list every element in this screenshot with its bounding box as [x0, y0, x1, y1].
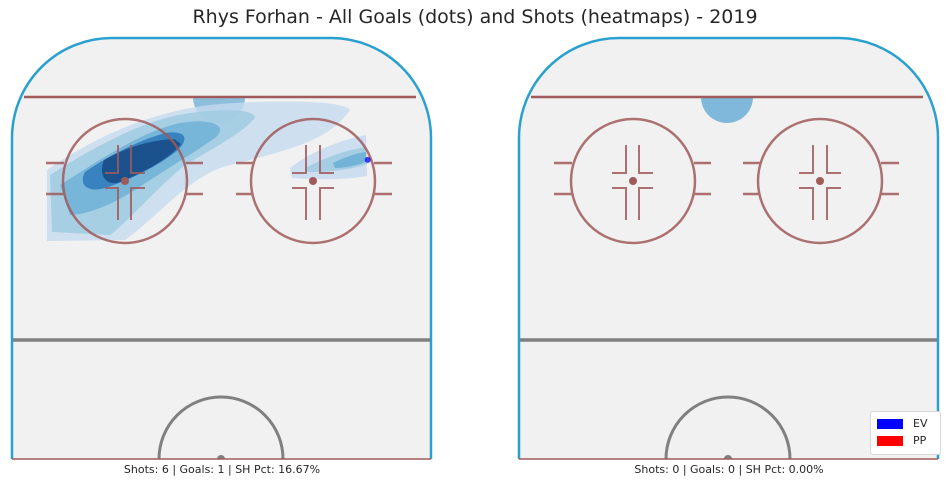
rink-right — [517, 36, 940, 460]
legend-swatch-ev — [877, 419, 903, 429]
heat-level-3b — [333, 152, 366, 168]
faceoff-circle-right-2 — [743, 117, 899, 245]
legend-label-ev: EV — [913, 417, 928, 430]
rink-boards-left — [10, 36, 433, 459]
faceoff-circle-left-1 — [46, 117, 203, 245]
faceoff-dot-right-2 — [816, 177, 824, 185]
goal-crease-right — [701, 97, 753, 123]
faceoff-dot-right-1 — [629, 177, 637, 185]
chart-title: Rhys Forhan - All Goals (dots) and Shots… — [192, 6, 758, 28]
rink-boards-right — [517, 36, 940, 459]
faceoff-dot-left-1 — [121, 177, 129, 185]
center-circle-left — [157, 395, 285, 459]
caption-left: Shots: 6 | Goals: 1 | SH Pct: 16.67% — [123, 463, 321, 476]
goal-dots-left — [364, 156, 371, 163]
rink-left — [10, 36, 433, 460]
rink-ice-right — [519, 37, 938, 459]
goal-dot — [364, 156, 371, 163]
legend-label-pp: PP — [913, 434, 927, 447]
legend-swatch-pp — [877, 436, 903, 446]
caption-right: Shots: 0 | Goals: 0 | SH Pct: 0.00% — [634, 463, 824, 476]
heat-level-5 — [101, 139, 181, 184]
faceoff-circle-right-1 — [554, 117, 711, 245]
center-circle-right — [664, 395, 792, 459]
center-dot-right — [724, 455, 732, 459]
faceoff-circle-left-2 — [236, 117, 392, 245]
legend: EV PP — [870, 411, 941, 455]
center-dot-left — [217, 455, 225, 459]
faceoff-dot-left-2 — [309, 177, 317, 185]
